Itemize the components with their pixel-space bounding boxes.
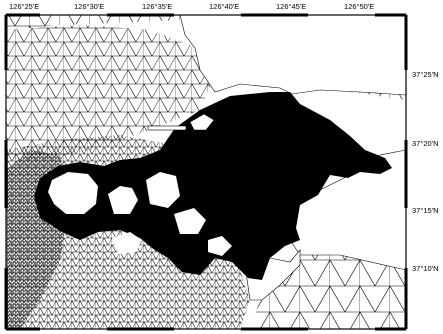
lon-label: 126°40'E bbox=[209, 2, 239, 11]
breakwater bbox=[148, 126, 186, 130]
lon-label: 126°50'E bbox=[344, 2, 374, 11]
lat-label: 37°20'N bbox=[412, 139, 439, 148]
latitude-labels: 37°25'N 37°20'N 37°15'N 37°10'N bbox=[412, 70, 439, 273]
lon-label: 126°35'E bbox=[142, 2, 172, 11]
longitude-labels: 126°25'E 126°30'E 126°35'E 126°40'E 126°… bbox=[9, 2, 374, 11]
lon-label: 126°45'E bbox=[276, 2, 306, 11]
lat-label: 37°25'N bbox=[412, 70, 439, 79]
land-north bbox=[180, 15, 406, 95]
lon-label: 126°25'E bbox=[9, 2, 39, 11]
lat-label: 37°15'N bbox=[412, 206, 439, 215]
lon-label: 126°30'E bbox=[74, 2, 104, 11]
lat-label: 37°10'N bbox=[412, 264, 439, 273]
